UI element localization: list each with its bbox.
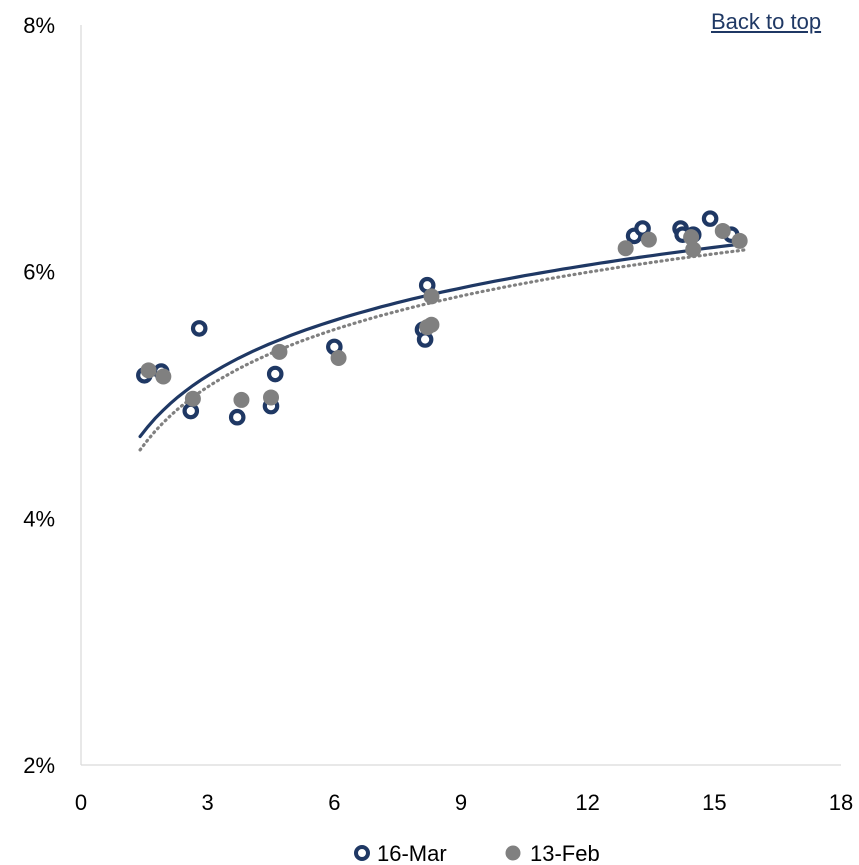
x-tick-label: 9 [455, 790, 467, 815]
back-to-top-link[interactable]: Back to top [711, 9, 822, 34]
x-tick-labels: 0 3 6 9 12 15 18 [75, 790, 853, 815]
point-13-feb [233, 391, 250, 408]
data-points [136, 210, 748, 426]
point-13-feb [423, 288, 440, 305]
point-16-mar [701, 210, 719, 227]
legend: 16-Mar 13-Feb [354, 841, 600, 865]
point-16-mar [190, 320, 208, 337]
x-tick-label: 3 [202, 790, 214, 815]
trendlines [138, 242, 746, 452]
trendline-13-feb [138, 248, 746, 452]
x-tick-label: 12 [575, 790, 599, 815]
y-tick-label: 4% [23, 506, 55, 531]
point-13-feb [685, 241, 702, 258]
legend-label-16-mar: 16-Mar [377, 841, 447, 865]
y-tick-label: 2% [23, 753, 55, 778]
point-16-mar [228, 408, 246, 426]
point-13-feb [640, 231, 657, 248]
point-16-mar [266, 365, 284, 383]
point-16-mar [634, 220, 651, 237]
y-tick-labels: 2% 4% 6% 8% [23, 13, 55, 778]
point-13-feb [330, 350, 347, 366]
x-tick-label: 18 [829, 790, 853, 815]
legend-marker-16-mar [354, 845, 370, 861]
point-13-feb [714, 222, 731, 239]
point-13-feb [155, 368, 172, 385]
point-16-mar [182, 402, 200, 420]
x-tick-label: 15 [702, 790, 726, 815]
point-13-feb [271, 343, 288, 360]
trendline-16-mar [138, 242, 746, 439]
y-tick-label: 6% [23, 260, 55, 285]
x-tick-label: 0 [75, 790, 87, 815]
legend-label-13-feb: 13-Feb [530, 841, 600, 865]
point-13-feb [617, 240, 634, 257]
point-13-feb [263, 389, 279, 406]
point-13-feb [140, 362, 157, 379]
point-13-feb [184, 390, 201, 407]
y-tick-label: 8% [23, 13, 55, 38]
point-13-feb [423, 316, 440, 333]
point-13-feb [683, 229, 700, 246]
legend-marker-13-feb [505, 845, 521, 861]
x-tick-label: 6 [328, 790, 340, 815]
point-13-feb [731, 232, 748, 249]
point-16-mar [416, 331, 434, 348]
